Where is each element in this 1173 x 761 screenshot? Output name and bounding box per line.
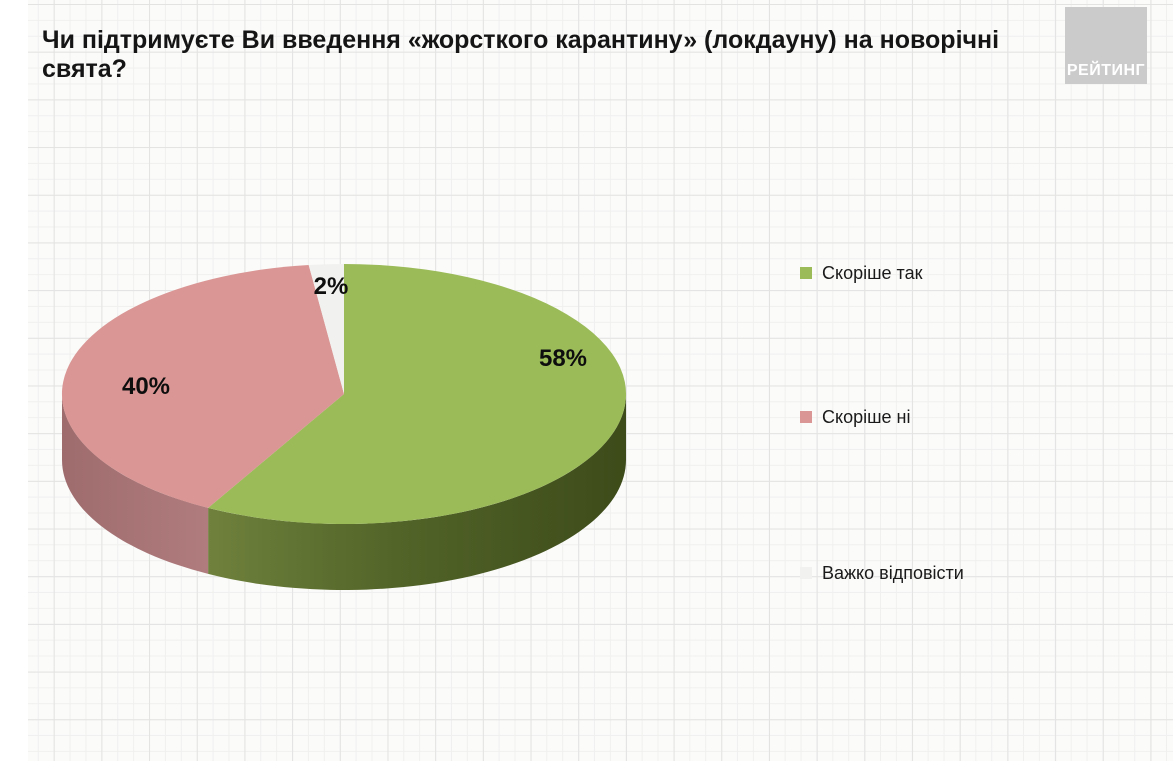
rating-logo: РЕЙТИНГ [1065, 7, 1147, 84]
pie-side-yes [208, 394, 626, 590]
rating-logo-text: РЕЙТИНГ [1066, 62, 1146, 79]
slice-label-yes: 58% [538, 345, 588, 372]
pie-slice-no [61, 265, 344, 508]
slice-label-no: 40% [121, 373, 171, 400]
legend-swatch-yes [800, 267, 812, 279]
legend-swatch-dk [800, 567, 812, 579]
legend-label-dk: Важко відповісти [822, 562, 964, 583]
pie-slice-dk [308, 263, 344, 394]
page-title: Чи підтримуєте Ви введення «жорсткого ка… [42, 26, 1000, 83]
left-margin-strip [0, 0, 28, 761]
pie-slice-yes [208, 264, 627, 524]
legend-label-no: Скоріше ні [822, 406, 911, 427]
legend-item-no: Скоріше ні [800, 406, 911, 428]
legend-item-yes: Скоріше так [800, 262, 922, 284]
pie-side-no [62, 394, 209, 574]
legend-item-dk: Важко відповісти [800, 562, 964, 584]
slice-label-dk: 2% [313, 273, 349, 300]
legend-swatch-no [800, 411, 812, 423]
legend-label-yes: Скоріше так [822, 262, 923, 283]
